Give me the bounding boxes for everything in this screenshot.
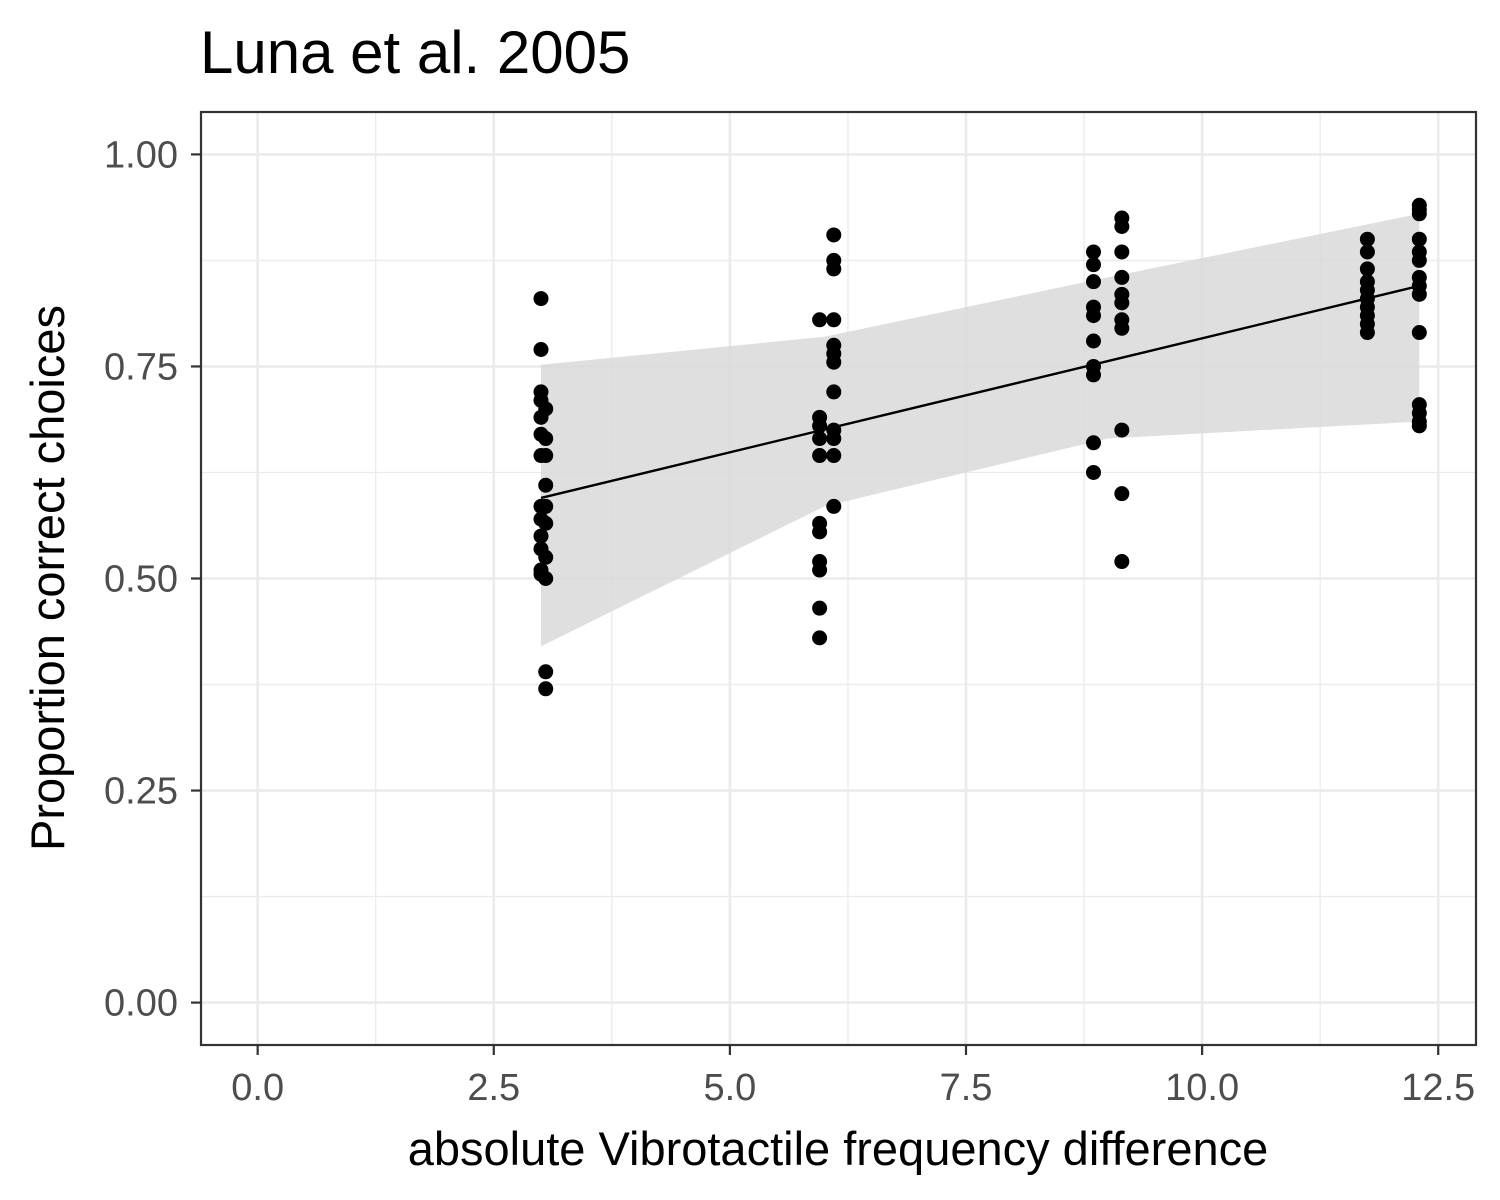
chart-title: Luna et al. 2005 [200,19,630,86]
data-point [826,431,842,447]
data-point [826,261,842,277]
data-point [1114,295,1130,311]
data-point [533,528,549,544]
data-point [538,401,554,417]
data-point [1086,257,1101,273]
data-point [538,498,554,514]
data-point [812,630,828,646]
y-tick-label: 0.75 [104,346,178,388]
y-axis-ticks: 0.00 0.25 0.50 0.75 1.00 [104,134,201,1025]
fit-line-layer [540,284,1420,500]
data-point [826,448,842,464]
fit-line [540,284,1420,500]
x-tick-label: 5.0 [703,1067,756,1109]
data-point [1086,435,1101,451]
data-point [1359,261,1375,277]
data-point [1086,308,1101,324]
y-axis-label: Proportion correct choices [21,305,74,851]
data-point [812,431,828,447]
data-point [1359,325,1375,341]
y-tick-label: 0.00 [104,983,178,1025]
confidence-band [541,213,1420,647]
data-point [1359,231,1375,247]
data-point [1086,274,1101,290]
data-point [1114,244,1130,260]
data-point [1114,486,1130,502]
data-point [533,291,549,307]
data-point [538,431,554,447]
x-tick-label: 0.0 [231,1067,284,1109]
data-point [826,354,842,370]
data-point [1086,367,1101,383]
data-point [1114,219,1130,235]
x-tick-label: 10.0 [1165,1067,1239,1109]
data-point [812,562,828,578]
data-point [826,312,842,328]
data-point [538,448,554,464]
data-point [1411,252,1427,268]
data-point [1411,231,1427,247]
data-point [533,341,549,357]
data-point [812,312,828,328]
data-point [538,571,554,586]
data-point [1411,206,1427,222]
data-point [1114,554,1130,570]
data-point [538,549,554,565]
data-point [1411,418,1427,434]
plot-panel [199,110,1478,1047]
data-point [812,448,828,464]
data-point [1411,286,1427,302]
x-tick-label: 7.5 [940,1067,993,1109]
data-point [1086,244,1101,260]
data-point [1114,320,1130,336]
y-tick-label: 0.25 [104,771,178,813]
y-tick-label: 0.50 [104,559,178,601]
data-point [826,384,842,400]
x-tick-label: 2.5 [467,1067,520,1109]
data-point [538,681,554,697]
x-axis-label: absolute Vibrotactile frequency differen… [408,1122,1268,1175]
data-point [812,418,828,434]
data-points [533,197,1427,697]
data-point [1359,244,1375,260]
data-point [538,477,554,493]
data-point [1114,422,1130,438]
data-point [1086,464,1101,480]
x-axis-ticks: 0.0 2.5 5.0 7.5 10.0 12.5 [231,1045,1475,1109]
x-tick-label: 12.5 [1401,1067,1475,1109]
data-point [1114,269,1130,285]
data-point [538,515,554,531]
y-tick-label: 1.00 [104,134,178,176]
data-point [826,498,842,514]
data-point [812,524,828,540]
data-point [1086,333,1101,349]
data-point [538,664,554,680]
data-point [1411,325,1427,341]
data-point [826,227,842,243]
data-point [812,600,828,616]
confidence-band-layer [541,213,1420,647]
